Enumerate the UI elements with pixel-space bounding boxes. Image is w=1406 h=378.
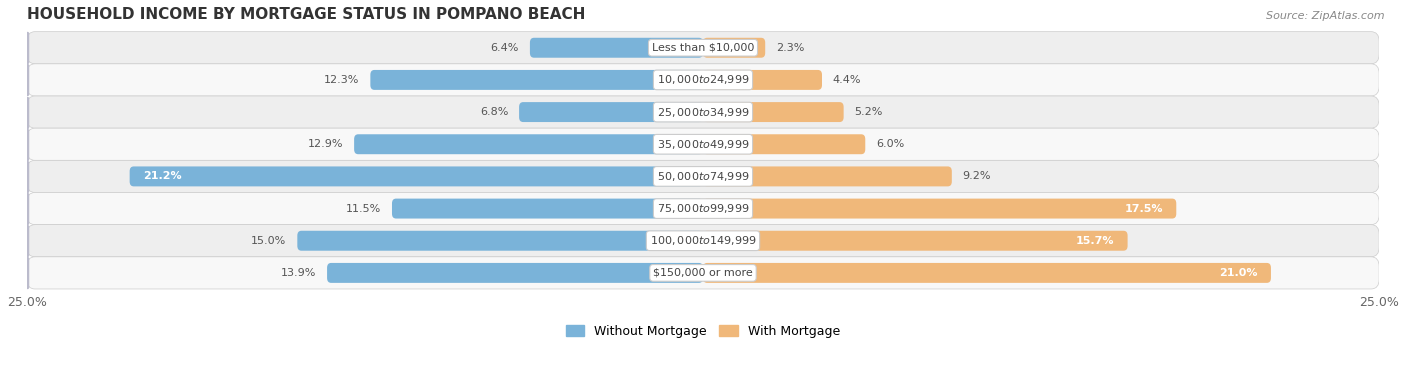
Text: 15.7%: 15.7%	[1076, 236, 1114, 246]
Legend: Without Mortgage, With Mortgage: Without Mortgage, With Mortgage	[562, 321, 844, 342]
Text: 11.5%: 11.5%	[346, 204, 381, 214]
FancyBboxPatch shape	[703, 102, 844, 122]
FancyBboxPatch shape	[27, 128, 1379, 160]
FancyBboxPatch shape	[27, 32, 1379, 64]
Text: $150,000 or more: $150,000 or more	[654, 268, 752, 278]
Text: $75,000 to $99,999: $75,000 to $99,999	[657, 202, 749, 215]
FancyBboxPatch shape	[703, 166, 952, 186]
FancyBboxPatch shape	[129, 166, 703, 186]
FancyBboxPatch shape	[703, 70, 823, 90]
FancyBboxPatch shape	[392, 198, 703, 218]
Text: 21.2%: 21.2%	[143, 171, 181, 181]
Text: Less than $10,000: Less than $10,000	[652, 43, 754, 53]
FancyBboxPatch shape	[370, 70, 703, 90]
FancyBboxPatch shape	[328, 263, 703, 283]
Text: 6.0%: 6.0%	[876, 139, 904, 149]
Text: 5.2%: 5.2%	[855, 107, 883, 117]
FancyBboxPatch shape	[27, 96, 1379, 128]
Text: 12.3%: 12.3%	[325, 75, 360, 85]
FancyBboxPatch shape	[297, 231, 703, 251]
FancyBboxPatch shape	[27, 160, 1379, 192]
FancyBboxPatch shape	[354, 134, 703, 154]
FancyBboxPatch shape	[703, 198, 1177, 218]
Text: 4.4%: 4.4%	[832, 75, 862, 85]
Text: $100,000 to $149,999: $100,000 to $149,999	[650, 234, 756, 247]
Text: $25,000 to $34,999: $25,000 to $34,999	[657, 105, 749, 119]
Text: 17.5%: 17.5%	[1125, 204, 1163, 214]
Text: Source: ZipAtlas.com: Source: ZipAtlas.com	[1267, 11, 1385, 21]
FancyBboxPatch shape	[530, 38, 703, 58]
Text: 13.9%: 13.9%	[281, 268, 316, 278]
FancyBboxPatch shape	[27, 64, 1379, 96]
FancyBboxPatch shape	[703, 38, 765, 58]
FancyBboxPatch shape	[703, 263, 1271, 283]
Text: 6.8%: 6.8%	[479, 107, 509, 117]
FancyBboxPatch shape	[27, 225, 1379, 257]
FancyBboxPatch shape	[519, 102, 703, 122]
Text: $10,000 to $24,999: $10,000 to $24,999	[657, 73, 749, 87]
Text: 21.0%: 21.0%	[1219, 268, 1257, 278]
Text: 12.9%: 12.9%	[308, 139, 343, 149]
FancyBboxPatch shape	[27, 192, 1379, 225]
Text: $50,000 to $74,999: $50,000 to $74,999	[657, 170, 749, 183]
Text: 15.0%: 15.0%	[252, 236, 287, 246]
Text: 9.2%: 9.2%	[963, 171, 991, 181]
Text: $35,000 to $49,999: $35,000 to $49,999	[657, 138, 749, 151]
FancyBboxPatch shape	[27, 257, 1379, 289]
FancyBboxPatch shape	[703, 134, 865, 154]
Text: HOUSEHOLD INCOME BY MORTGAGE STATUS IN POMPANO BEACH: HOUSEHOLD INCOME BY MORTGAGE STATUS IN P…	[27, 7, 585, 22]
Text: 2.3%: 2.3%	[776, 43, 804, 53]
FancyBboxPatch shape	[703, 231, 1128, 251]
Text: 6.4%: 6.4%	[491, 43, 519, 53]
